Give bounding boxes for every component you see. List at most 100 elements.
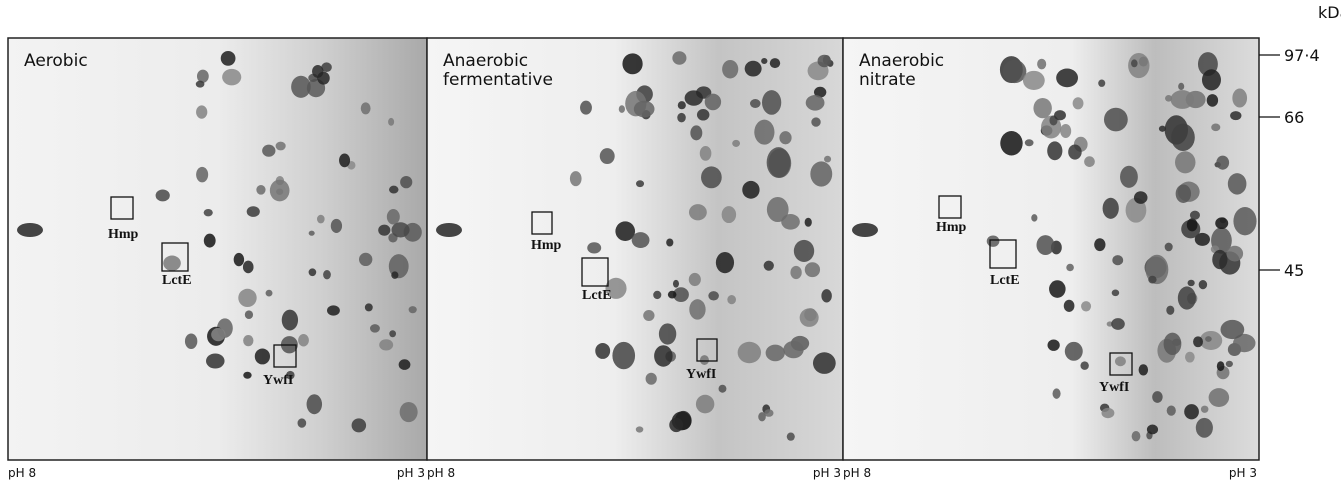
protein-spot <box>1060 124 1071 138</box>
protein-spot <box>818 55 832 67</box>
protein-spot <box>266 290 273 297</box>
protein-spot <box>1216 156 1229 170</box>
protein-spot <box>708 291 719 300</box>
protein-spot <box>668 291 677 299</box>
protein-spot <box>1139 57 1148 67</box>
protein-spot <box>761 58 767 64</box>
protein-spot <box>689 204 707 220</box>
protein-spot <box>291 76 311 98</box>
gel-panel: AerobicHmpLctEYwfIpH 8pH 3 <box>8 38 427 480</box>
protein-spot <box>783 341 803 358</box>
protein-spot <box>1031 214 1037 221</box>
protein-spot <box>622 53 642 74</box>
protein-spot <box>370 324 380 333</box>
protein-spot <box>805 262 820 277</box>
protein-spot <box>595 343 610 359</box>
protein-spot <box>196 167 208 182</box>
gel-panel: AnaerobicnitrateHmpLctEYwfIpH 8pH 3 <box>843 38 1259 480</box>
protein-spot <box>1184 404 1199 419</box>
protein-spot <box>705 94 721 111</box>
protein-spot <box>365 303 373 311</box>
protein-spot <box>309 268 317 276</box>
protein-spot <box>821 289 831 302</box>
protein-spot <box>391 271 398 278</box>
protein-spot <box>1147 425 1158 435</box>
protein-label: YwfI <box>1099 380 1129 395</box>
protein-spot <box>392 222 410 237</box>
protein-spot <box>646 373 657 385</box>
protein-spot <box>1190 211 1200 220</box>
protein-spot <box>204 209 213 216</box>
protein-spot <box>666 238 673 246</box>
protein-spot <box>716 252 734 273</box>
protein-spot <box>806 95 825 111</box>
protein-spot <box>1134 191 1148 204</box>
protein-spot <box>270 180 290 202</box>
protein-spot <box>211 328 225 341</box>
protein-spot <box>361 102 371 114</box>
protein-spot <box>1201 406 1209 413</box>
protein-spot <box>238 289 256 307</box>
protein-spot <box>738 342 761 363</box>
protein-spot <box>612 342 635 369</box>
protein-spot <box>727 295 736 304</box>
protein-spot <box>767 147 791 178</box>
ph-right: pH 3 <box>1229 466 1257 480</box>
protein-spot <box>800 308 819 327</box>
figure: AerobicHmpLctEYwfIpH 8pH 3Anaerobicferme… <box>0 0 1341 485</box>
protein-spot <box>811 117 820 126</box>
protein-spot <box>696 395 714 414</box>
protein-spot <box>400 176 412 188</box>
protein-spot <box>323 270 331 279</box>
protein-spot <box>243 261 254 274</box>
protein-spot <box>247 206 260 217</box>
protein-spot <box>852 223 878 237</box>
protein-spot <box>359 253 372 266</box>
panel-title: Anaerobic <box>859 51 944 71</box>
protein-spot <box>787 433 795 441</box>
protein-spot <box>722 206 736 223</box>
protein-spot <box>1212 250 1227 269</box>
protein-spot <box>1233 207 1256 235</box>
protein-spot <box>1037 59 1046 70</box>
protein-spot <box>758 412 766 421</box>
protein-spot <box>1120 166 1138 188</box>
protein-spot <box>1211 124 1220 132</box>
protein-spot <box>636 180 644 187</box>
protein-spot <box>1132 431 1141 441</box>
protein-spot <box>1217 361 1225 371</box>
protein-spot <box>276 142 286 151</box>
panel-title: nitrate <box>859 70 916 90</box>
protein-spot <box>1232 89 1247 108</box>
protein-spot <box>1207 94 1218 107</box>
protein-spot <box>719 385 727 393</box>
protein-spot <box>689 299 705 319</box>
protein-spot <box>388 118 394 126</box>
ph-left: pH 8 <box>843 466 871 480</box>
protein-spot <box>636 426 643 432</box>
protein-spot <box>587 242 601 253</box>
protein-spot <box>1111 318 1125 330</box>
protein-spot <box>389 330 396 337</box>
protein-spot <box>1003 60 1027 83</box>
axis-unit: kDa <box>1318 3 1341 22</box>
protein-spot <box>1187 218 1198 231</box>
protein-spot <box>1068 144 1082 159</box>
protein-spot <box>1104 108 1128 132</box>
protein-spot <box>1064 300 1075 312</box>
protein-spot <box>1209 388 1230 407</box>
protein-label: YwfI <box>263 373 293 388</box>
protein-spot <box>221 51 236 66</box>
marker-label: 45 <box>1284 261 1304 280</box>
protein-spot <box>1081 301 1091 311</box>
protein-spot <box>790 266 801 279</box>
protein-spot <box>387 209 400 224</box>
protein-spot <box>298 418 307 427</box>
protein-spot <box>1073 97 1084 109</box>
ph-right: pH 3 <box>397 466 425 480</box>
protein-spot <box>742 181 759 199</box>
protein-spot <box>767 197 789 222</box>
protein-spot <box>243 335 253 346</box>
protein-spot <box>352 418 367 432</box>
protein-spot <box>256 185 265 195</box>
